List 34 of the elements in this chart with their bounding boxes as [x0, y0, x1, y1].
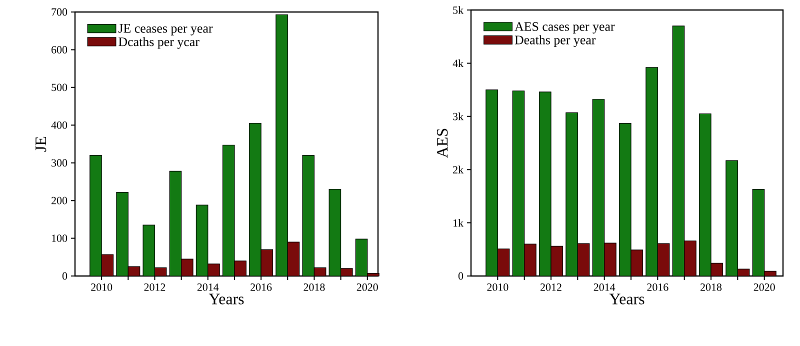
legend-label: JE ceases per year: [118, 24, 213, 36]
y-axis-title: AES: [436, 128, 448, 158]
y-tick-label: 4k: [452, 59, 464, 68]
x-tick-label: 2018: [700, 284, 722, 291]
legend-label: Deaths per year: [514, 35, 596, 48]
legend-label: Dcaths per ycar: [118, 37, 200, 49]
y-tick-label: 600: [52, 46, 68, 54]
x-tick-label: 2010: [91, 284, 112, 291]
y-axis-title: JE: [36, 136, 46, 152]
x-tick-label: 2016: [647, 284, 668, 291]
x-tick-label: 2020: [356, 284, 378, 291]
y-tick-label: 5k: [453, 6, 464, 14]
y-tick-label: 0: [62, 272, 68, 280]
y-tick-label: 1k: [454, 219, 464, 227]
y-tick-label: 500: [52, 84, 68, 92]
y-tick-label: 100: [52, 234, 68, 242]
y-tick-label: 400: [51, 121, 68, 129]
x-tick-label: 2020: [754, 284, 775, 291]
x-axis-title: Years: [609, 294, 644, 304]
y-tick-label: 700: [52, 8, 68, 16]
x-axis-title: Years: [208, 294, 244, 304]
x-tick-label: 2014: [594, 284, 616, 291]
x-tick-label: 2012: [540, 284, 562, 291]
y-tick-label: 3k: [453, 112, 464, 120]
legend-label: AES cases per year: [514, 22, 615, 34]
x-tick-label: 2014: [197, 284, 219, 291]
x-tick-label: 2012: [144, 284, 166, 291]
x-tick-label: 2010: [487, 284, 508, 291]
y-tick-label: 0: [458, 272, 464, 280]
y-tick-label: 300: [52, 159, 68, 167]
y-tick-label: 2k: [453, 166, 464, 174]
x-tick-label: 2018: [304, 284, 325, 291]
x-tick-label: 2016: [250, 284, 272, 291]
y-tick-label: 200: [52, 196, 68, 204]
